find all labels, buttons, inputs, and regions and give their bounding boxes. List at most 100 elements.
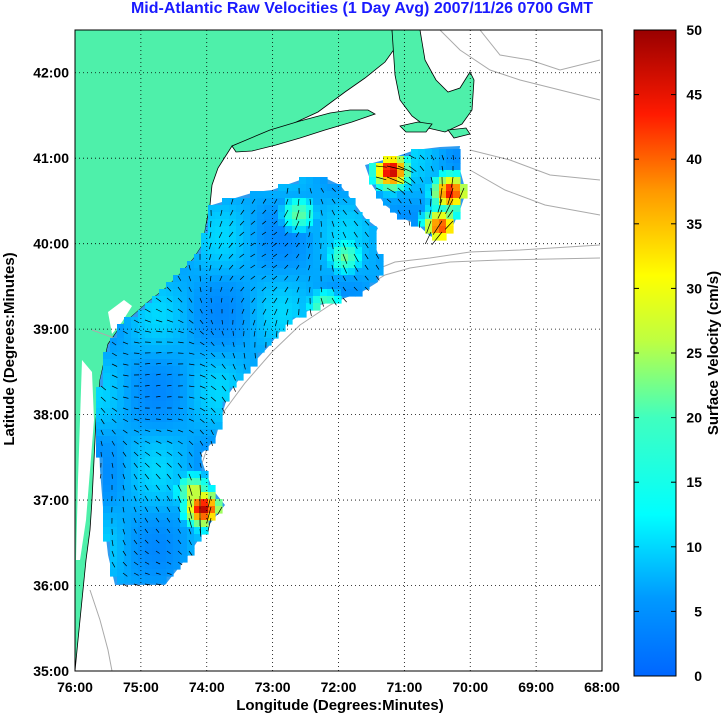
velocity-vector (230, 286, 234, 292)
velocity-cell (292, 282, 300, 290)
velocity-cell (299, 184, 307, 192)
velocity-cell (222, 345, 230, 353)
velocity-vector (364, 242, 369, 249)
velocity-cell (250, 282, 258, 290)
velocity-cell (453, 212, 461, 220)
velocity-vector (177, 297, 183, 303)
velocity-vector (342, 297, 347, 303)
velocity-vector (439, 187, 443, 203)
velocity-vector (133, 462, 138, 468)
velocity-cell (236, 338, 244, 346)
velocity-vector (364, 286, 369, 291)
velocity-vector (250, 220, 256, 225)
velocity-vector (155, 330, 163, 333)
velocity-vector (397, 176, 412, 186)
velocity-cell (145, 324, 153, 332)
velocity-vector (199, 473, 202, 481)
velocity-cell (299, 191, 307, 199)
velocity-cell (180, 275, 188, 283)
velocity-cell (229, 359, 237, 367)
velocity-cell (180, 548, 188, 556)
velocity-cell (180, 450, 188, 458)
velocity-vector (297, 198, 300, 207)
velocity-cell (313, 212, 321, 220)
velocity-cell (173, 359, 181, 367)
velocity-cell (110, 513, 118, 521)
velocity-cell (201, 352, 209, 360)
velocity-cell (418, 212, 426, 220)
velocity-cell (180, 415, 188, 423)
velocity-cell (215, 499, 223, 507)
velocity-cell (236, 282, 244, 290)
velocity-cell (355, 226, 363, 234)
velocity-cell (222, 275, 230, 283)
velocity-vector (232, 341, 235, 347)
velocity-cell (131, 401, 139, 409)
velocity-cell (264, 331, 272, 339)
velocity-cell (110, 471, 118, 479)
velocity-cell (439, 212, 447, 220)
velocity-cell (159, 471, 167, 479)
velocity-cell (187, 408, 195, 416)
velocity-cell (257, 324, 265, 332)
velocity-cell (208, 506, 216, 514)
velocity-cell (390, 184, 398, 192)
velocity-cell (187, 506, 195, 514)
velocity-cell (362, 275, 370, 283)
velocity-cell (166, 394, 174, 402)
velocity-vector (188, 550, 193, 556)
velocity-cell (208, 247, 216, 255)
velocity-cell (250, 352, 258, 360)
velocity-vector (219, 220, 223, 228)
velocity-cell (180, 485, 188, 493)
velocity-cell (285, 198, 293, 206)
velocity-cell (131, 373, 139, 381)
velocity-cell (96, 394, 104, 402)
velocity-cell (145, 345, 153, 353)
velocity-cell (453, 163, 461, 171)
velocity-cell (117, 555, 125, 563)
velocity-cell (432, 233, 440, 241)
velocity-cell (215, 401, 223, 409)
velocity-cell (117, 464, 125, 472)
velocity-cell (201, 471, 209, 479)
velocity-cell (285, 303, 293, 311)
velocity-cell (341, 282, 349, 290)
velocity-cell (278, 184, 286, 192)
velocity-cell (320, 247, 328, 255)
velocity-cell (117, 345, 125, 353)
velocity-cell (131, 576, 139, 584)
velocity-vector (199, 407, 206, 412)
velocity-cell (397, 191, 405, 199)
velocity-cell (208, 310, 216, 318)
velocity-vector (353, 275, 358, 281)
velocity-vector (262, 308, 267, 315)
velocity-cell (173, 520, 181, 528)
velocity-cell (145, 310, 153, 318)
velocity-cell (271, 205, 279, 213)
velocity-vector (155, 528, 160, 533)
velocity-cell (439, 149, 447, 157)
velocity-cell (166, 471, 174, 479)
velocity-cell (236, 296, 244, 304)
velocity-vector (166, 550, 171, 554)
velocity-cell (110, 450, 118, 458)
velocity-vector (144, 385, 150, 387)
velocity-cell (173, 422, 181, 430)
velocity-vector (144, 550, 149, 555)
velocity-cell (313, 275, 321, 283)
velocity-vectors (99, 154, 465, 588)
velocity-cell (222, 359, 230, 367)
velocity-cell (159, 331, 167, 339)
velocity-vector (264, 330, 267, 337)
velocity-cell (201, 338, 209, 346)
colorbar-tick-label: 15 (686, 474, 702, 490)
velocity-vector (155, 451, 162, 456)
velocity-vector (188, 275, 192, 282)
velocity-cell (383, 156, 391, 164)
velocity-cell (194, 324, 202, 332)
velocity-cell (159, 401, 167, 409)
velocity-vector (241, 198, 245, 205)
velocity-cell (187, 513, 195, 521)
velocity-vector (239, 231, 245, 237)
